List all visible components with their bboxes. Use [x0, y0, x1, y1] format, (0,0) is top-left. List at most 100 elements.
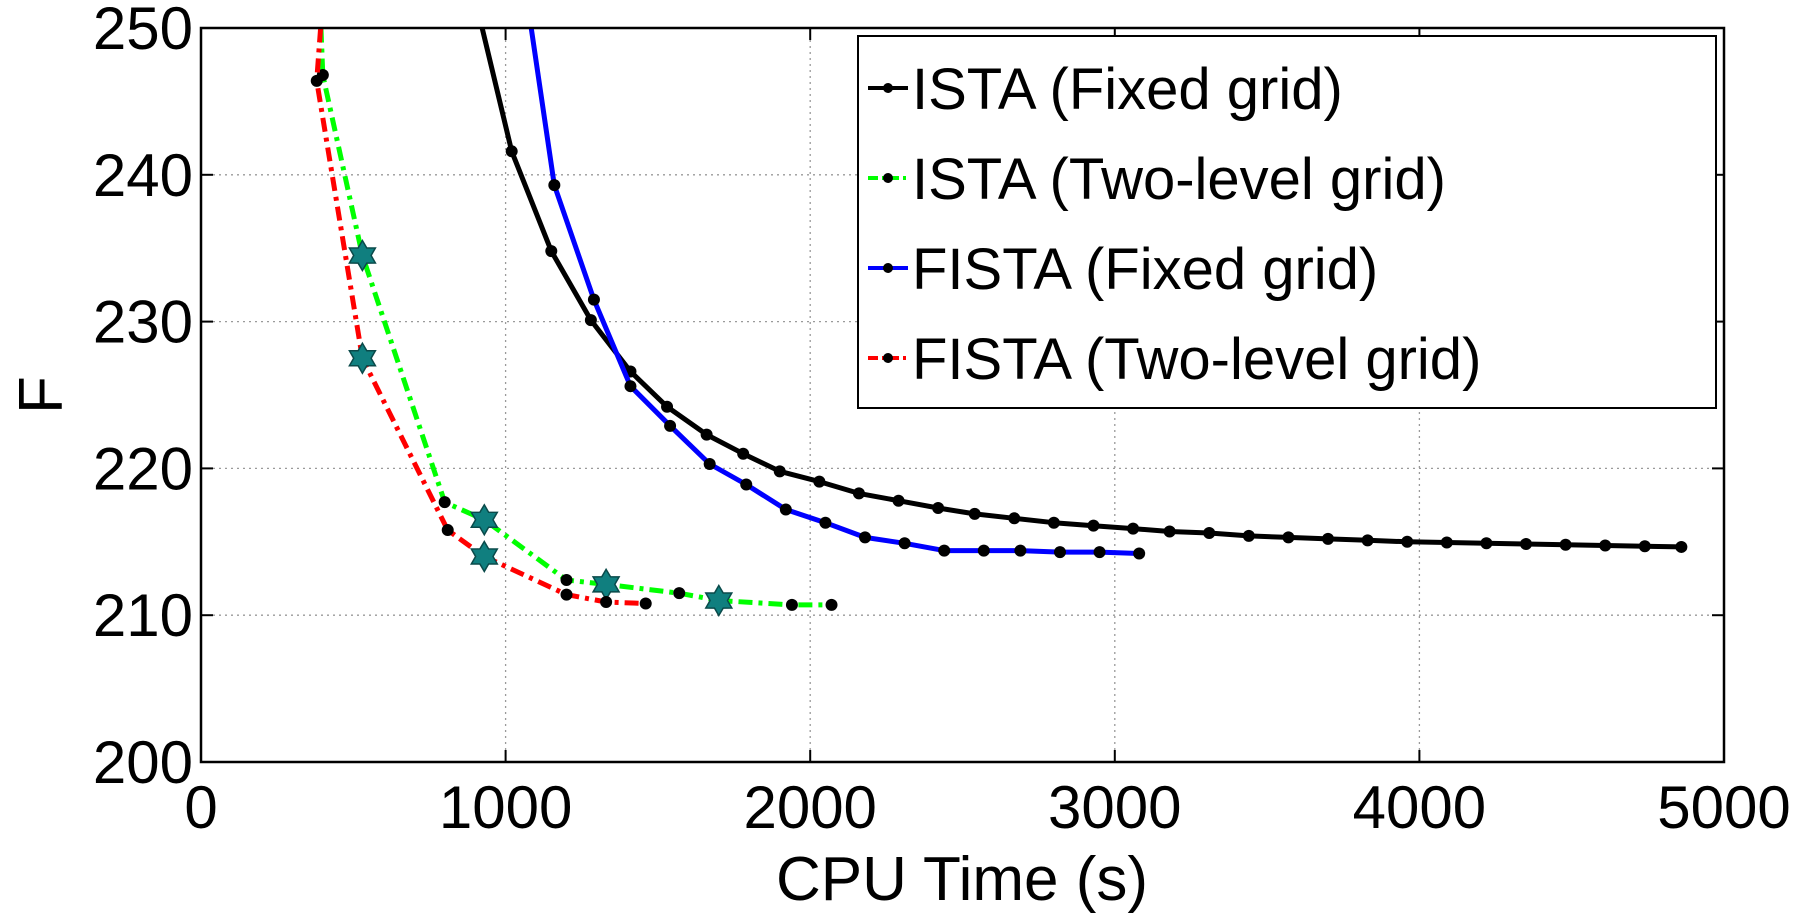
data-point [1480, 537, 1493, 550]
legend-entry: ISTA (Fixed grid) [868, 57, 1343, 122]
x-tick-label: 4000 [1353, 774, 1486, 841]
x-tick-label: 1000 [439, 774, 572, 841]
data-point [1087, 519, 1100, 532]
data-point [813, 475, 826, 488]
data-point [1203, 526, 1216, 539]
x-tick-labels: 0 1000 2000 3000 4000 5000 [184, 774, 1790, 841]
data-point [545, 245, 558, 258]
data-point [639, 597, 652, 610]
series-1 [479, 28, 1688, 553]
data-point [624, 380, 637, 393]
star-marker [348, 341, 377, 375]
data-point [740, 478, 753, 491]
x-tick-label: 3000 [1048, 774, 1181, 841]
y-tick-labels: 200 210 220 230 240 250 [93, 0, 193, 796]
legend-entry: ISTA (Two-level grid) [868, 147, 1446, 212]
data-point [560, 573, 573, 586]
legend-entry: FISTA (Two-level grid) [868, 327, 1481, 392]
data-point [505, 145, 518, 158]
x-axis-label: CPU Time (s) [776, 845, 1148, 914]
legend-swatch-marker [883, 353, 893, 363]
data-point [1014, 544, 1027, 557]
data-point [1440, 536, 1453, 549]
data-point [1520, 538, 1533, 551]
data-point [1053, 546, 1066, 559]
legend-label: ISTA (Two-level grid) [912, 147, 1446, 212]
star-marker [470, 503, 499, 537]
data-point [1559, 538, 1572, 551]
data-point [968, 507, 981, 520]
data-point [1163, 525, 1176, 538]
legend-swatch-marker [883, 83, 893, 93]
series-line [479, 28, 1682, 550]
x-tick-label: 0 [184, 774, 217, 841]
legend-box [857, 35, 1717, 409]
data-point [1242, 529, 1255, 542]
x-tick-label: 5000 [1657, 774, 1790, 841]
data-point [1322, 532, 1335, 545]
star-marker [470, 540, 499, 573]
y-axis-label: F [7, 376, 76, 414]
legend: ISTA (Fixed grid) ISTA (Two-level grid) … [857, 35, 1717, 409]
data-point [1133, 547, 1146, 560]
data-point [852, 487, 865, 500]
data-point [584, 314, 597, 327]
data-point [560, 588, 573, 601]
data-point [825, 598, 838, 611]
data-point [1599, 539, 1612, 552]
tick-marks [200, 27, 1725, 763]
star-marker [704, 584, 734, 617]
data-point [859, 531, 872, 544]
data-point [548, 179, 561, 192]
data-point [438, 496, 451, 509]
data-point [892, 494, 905, 507]
data-point [1675, 540, 1688, 553]
axes-box [199, 26, 1726, 764]
data-point [700, 428, 713, 441]
legend-label: FISTA (Two-level grid) [912, 327, 1481, 392]
y-tick-label: 200 [93, 729, 193, 796]
data-point [587, 293, 600, 306]
data-point [1638, 540, 1651, 553]
data-point [1008, 512, 1021, 525]
legend-swatch-marker [883, 173, 893, 183]
data-point [600, 595, 613, 608]
data-point [898, 537, 911, 550]
data-point [1282, 531, 1295, 544]
data-point [932, 502, 945, 515]
legend-label: ISTA (Fixed grid) [912, 57, 1343, 122]
data-point [441, 524, 454, 537]
y-tick-label: 220 [93, 435, 193, 502]
data-point [310, 74, 323, 87]
x-tick-label: 2000 [743, 774, 876, 841]
data-point [779, 503, 792, 516]
legend-entry: FISTA (Fixed grid) [868, 237, 1378, 302]
y-tick-label: 210 [93, 582, 193, 649]
data-point [664, 419, 677, 432]
data-point [785, 598, 798, 611]
y-tick-label: 230 [93, 289, 193, 356]
data-point [1047, 516, 1060, 529]
y-tick-label: 250 [93, 0, 193, 62]
series-line [314, 28, 646, 606]
data-point [661, 400, 674, 413]
data-point [1127, 522, 1140, 535]
data-point [673, 587, 686, 600]
data-point [938, 544, 951, 557]
data-point [737, 447, 750, 460]
series-4 [310, 28, 652, 610]
legend-label: FISTA (Fixed grid) [912, 237, 1378, 302]
series-layer [310, 28, 1688, 617]
star-marker [348, 239, 377, 272]
data-point [1093, 546, 1106, 559]
legend-swatch-marker [883, 263, 893, 273]
series-3 [528, 28, 1146, 560]
y-tick-label: 240 [93, 142, 193, 209]
data-point [1401, 535, 1414, 548]
data-point [977, 544, 990, 557]
data-point [773, 465, 786, 478]
data-point [703, 457, 716, 470]
data-point [1361, 534, 1374, 547]
data-point [819, 516, 832, 529]
